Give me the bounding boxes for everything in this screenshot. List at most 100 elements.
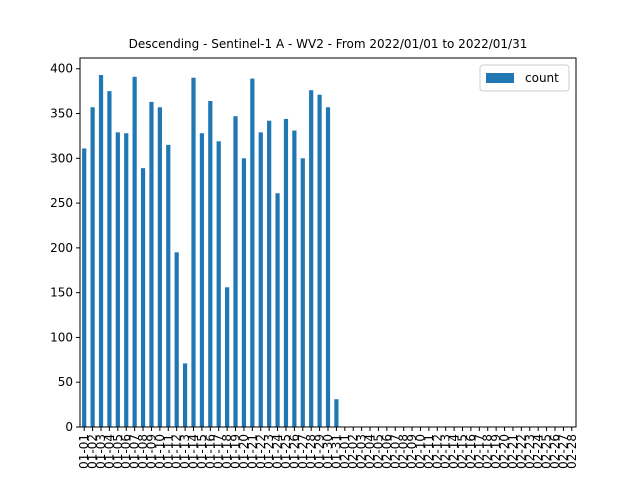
- x-tick-label: 01-04: [102, 434, 116, 469]
- x-tick-label: 01-02: [86, 434, 100, 469]
- y-tick-label: 400: [50, 62, 73, 76]
- x-tick-label: 01-03: [94, 434, 108, 469]
- bar-01-06: [124, 133, 129, 428]
- y-tick-label: 100: [50, 330, 73, 344]
- x-tick-label: 02-10: [413, 434, 427, 469]
- plot-frame: [79, 57, 577, 428]
- x-tick-label: 02-25: [540, 434, 554, 469]
- bar-01-04: [107, 91, 112, 427]
- x-tick-label: 01-18: [220, 434, 234, 469]
- x-tick-label: 02-16: [464, 434, 478, 469]
- x-tick-label: 01-15: [195, 434, 209, 469]
- y-tick-label: 300: [50, 151, 73, 165]
- x-tick-label: 02-27: [556, 434, 570, 469]
- bar-01-26: [292, 130, 297, 428]
- x-tick-label: 01-09: [144, 434, 158, 469]
- bar-01-08: [140, 168, 146, 427]
- x-tick-label: 01-29: [313, 434, 327, 469]
- bar-01-24: [275, 193, 280, 427]
- y-tick-label: 350: [50, 107, 73, 121]
- y-tick-label: 50: [58, 375, 73, 389]
- x-tick-label: 02-17: [472, 434, 486, 469]
- bar-01-11: [166, 144, 171, 427]
- x-tick-label: 02-22: [514, 434, 528, 469]
- x-tick-label: 02-13: [439, 434, 453, 469]
- x-tick-label: 01-01: [77, 434, 91, 469]
- legend-label: count: [525, 71, 559, 85]
- bar-01-01: [82, 148, 87, 427]
- x-tick-label: 01-16: [203, 434, 217, 469]
- bar-01-27: [300, 158, 305, 427]
- legend-swatch: [486, 73, 514, 83]
- bar-01-18: [225, 287, 230, 427]
- legend: count: [479, 64, 570, 92]
- x-tick-label: 01-28: [304, 434, 318, 469]
- x-tick-label: 02-05: [371, 434, 385, 469]
- x-tick-label: 01-25: [279, 434, 293, 469]
- bar-01-22: [258, 132, 263, 427]
- bar-01-28: [309, 90, 314, 428]
- x-axis: 01-0101-0201-0301-0401-0501-0601-0701-08…: [77, 427, 579, 469]
- x-tick-label: 02-06: [380, 434, 394, 469]
- bar-01-02: [90, 107, 95, 427]
- bar-01-15: [199, 133, 204, 428]
- x-tick-label: 02-14: [447, 434, 461, 469]
- x-tick-label: 02-20: [498, 434, 512, 469]
- x-tick-label: 01-31: [329, 434, 343, 469]
- x-tick-label: 02-04: [363, 434, 377, 469]
- y-tick-label: 0: [65, 420, 73, 434]
- x-tick-label: 01-17: [212, 434, 226, 469]
- x-tick-label: 01-21: [245, 434, 259, 469]
- y-tick-label: 150: [50, 286, 73, 300]
- x-tick-label: 02-08: [397, 434, 411, 469]
- legend-box: [479, 64, 570, 92]
- x-tick-label: 02-07: [388, 434, 402, 469]
- x-tick-label: 01-14: [186, 434, 200, 469]
- x-tick-label: 01-08: [136, 434, 150, 469]
- x-tick-label: 01-30: [321, 434, 335, 469]
- bar-01-31: [334, 399, 339, 427]
- x-tick-label: 01-20: [237, 434, 251, 469]
- bar-01-20: [241, 158, 247, 427]
- bar-01-09: [149, 101, 154, 427]
- bar-01-17: [216, 141, 221, 428]
- x-tick-label: 02-11: [422, 434, 436, 469]
- bar-01-07: [132, 76, 137, 427]
- bar-01-23: [267, 120, 272, 427]
- x-tick-label: 02-15: [456, 434, 470, 469]
- x-tick-label: 02-02: [346, 434, 360, 469]
- bar-01-21: [250, 78, 255, 427]
- x-tick-label: 02-28: [565, 434, 579, 469]
- bars-layer: [82, 75, 339, 428]
- x-tick-label: 01-24: [271, 434, 285, 469]
- bar-01-05: [115, 132, 120, 427]
- y-tick-label: 200: [50, 241, 73, 255]
- chart-title: Descending - Sentinel-1 A - WV2 - From 2…: [129, 37, 528, 51]
- y-tick-label: 250: [50, 196, 73, 210]
- x-tick-label: 02-03: [355, 434, 369, 469]
- x-tick-label: 01-10: [153, 434, 167, 469]
- x-tick-label: 01-06: [119, 434, 133, 469]
- x-tick-label: 02-09: [405, 434, 419, 469]
- x-tick-label: 01-12: [170, 434, 184, 469]
- bar-01-14: [191, 77, 196, 427]
- bar-01-19: [233, 116, 238, 427]
- x-tick-label: 02-12: [430, 434, 444, 469]
- x-tick-label: 02-26: [548, 434, 562, 469]
- bar-01-25: [283, 118, 289, 428]
- x-tick-label: 02-18: [481, 434, 495, 469]
- x-tick-label: 01-11: [161, 434, 175, 469]
- bar-01-12: [174, 252, 179, 427]
- bar-01-30: [325, 107, 331, 427]
- x-tick-label: 02-01: [338, 434, 352, 469]
- bar-01-03: [98, 75, 104, 428]
- bar-01-13: [182, 363, 188, 427]
- x-tick-label: 01-13: [178, 434, 192, 469]
- bar-01-29: [317, 94, 322, 427]
- x-tick-label: 01-05: [111, 434, 125, 469]
- x-tick-label: 01-23: [262, 434, 276, 469]
- bar-01-10: [157, 107, 162, 427]
- x-tick-label: 01-26: [287, 434, 301, 469]
